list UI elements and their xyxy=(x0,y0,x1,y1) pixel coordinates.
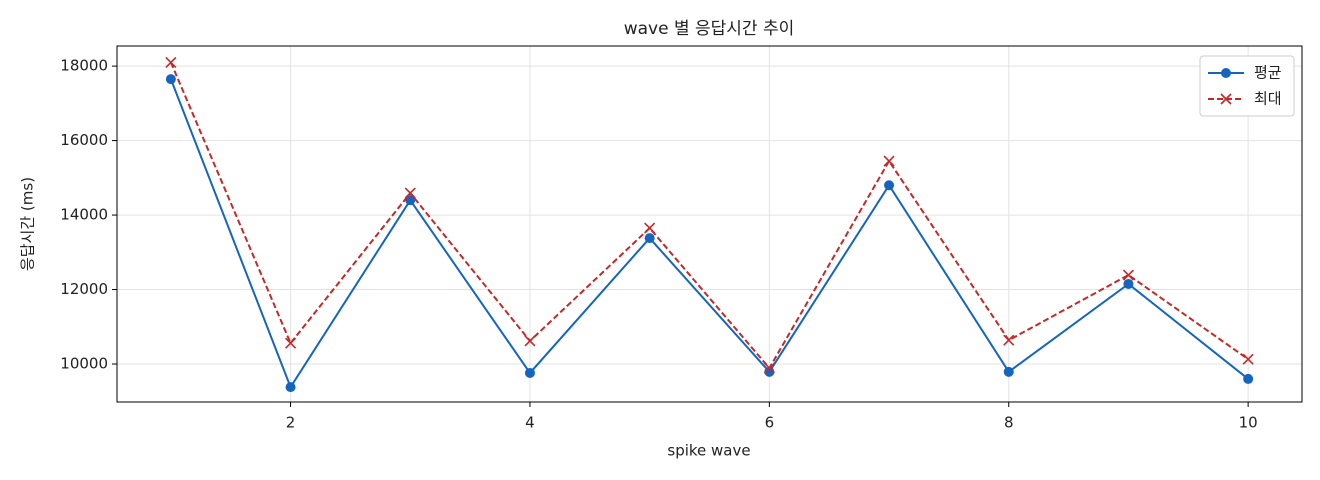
plot-frame xyxy=(116,45,1303,403)
legend-label: 평균 xyxy=(1254,64,1282,82)
marker xyxy=(883,155,895,167)
x-tick-label: 10 xyxy=(1239,414,1258,432)
marker xyxy=(1122,269,1135,281)
marker xyxy=(884,180,895,191)
series-line xyxy=(169,78,1249,390)
x-tick-label: 6 xyxy=(765,414,775,432)
marker xyxy=(405,195,416,206)
marker xyxy=(165,56,177,68)
marker xyxy=(404,187,416,199)
x-axis-label: spike wave xyxy=(667,442,750,460)
legend-label: 최대 xyxy=(1254,90,1282,108)
x-tick-label: 2 xyxy=(286,414,296,432)
marker xyxy=(764,366,775,377)
marker xyxy=(285,382,296,393)
marker xyxy=(284,337,297,349)
y-tick-label: 10000 xyxy=(60,355,108,373)
series-line xyxy=(169,61,1249,370)
marker xyxy=(644,233,655,244)
legend-marker xyxy=(1221,68,1231,78)
legend-marker xyxy=(1220,93,1232,105)
chart-title: wave 별 응답시간 추이 xyxy=(624,19,795,39)
y-tick-label: 18000 xyxy=(60,57,108,75)
y-tick-label: 14000 xyxy=(60,206,108,224)
marker xyxy=(524,335,536,347)
y-tick-label: 12000 xyxy=(60,280,108,298)
marker xyxy=(1003,366,1014,377)
x-tick-label: 4 xyxy=(525,414,535,432)
marker xyxy=(763,362,775,374)
y-axis-label: 응답시간 (ms) xyxy=(19,177,37,271)
marker xyxy=(1003,334,1015,346)
marker xyxy=(1123,278,1134,289)
marker xyxy=(1242,353,1254,365)
y-tick-label: 16000 xyxy=(60,131,108,149)
marker xyxy=(524,367,535,378)
marker xyxy=(165,74,176,85)
marker xyxy=(1243,373,1254,384)
x-tick-label: 8 xyxy=(1004,414,1014,432)
marker xyxy=(644,222,656,234)
